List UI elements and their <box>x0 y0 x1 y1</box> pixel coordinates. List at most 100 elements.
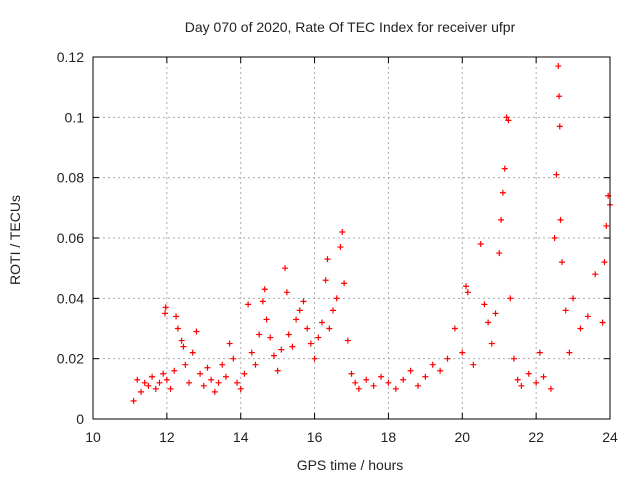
data-point <box>378 373 385 380</box>
grid <box>93 57 610 419</box>
data-point <box>267 334 274 341</box>
data-point <box>558 259 565 266</box>
data-point <box>197 370 204 377</box>
data-point <box>496 250 503 257</box>
data-point <box>174 325 181 332</box>
data-point <box>464 289 471 296</box>
data-point <box>339 228 346 235</box>
data-point <box>385 379 392 386</box>
x-tick-label: 16 <box>307 429 323 445</box>
data-point <box>337 244 344 251</box>
data-point <box>237 385 244 392</box>
data-point <box>167 385 174 392</box>
data-point <box>407 367 414 374</box>
y-axis-label: ROTI / TECUs <box>7 195 23 285</box>
data-point <box>570 295 577 302</box>
data-point <box>492 310 499 317</box>
data-point <box>130 397 137 404</box>
data-point <box>248 349 255 356</box>
data-point <box>507 295 514 302</box>
data-point <box>510 355 517 362</box>
data-point <box>556 123 563 130</box>
data-point <box>283 289 290 296</box>
data-point <box>156 379 163 386</box>
data-point <box>481 301 488 308</box>
data-point <box>330 307 337 314</box>
data-point <box>318 319 325 326</box>
x-tick-label: 22 <box>528 429 544 445</box>
chart-title: Day 070 of 2020, Rate Of TEC Index for r… <box>185 19 516 35</box>
data-point <box>470 361 477 368</box>
data-point <box>162 304 169 311</box>
data-point <box>326 325 333 332</box>
data-point <box>355 385 362 392</box>
data-point <box>245 301 252 308</box>
data-point <box>162 310 169 317</box>
data-point <box>178 337 185 344</box>
y-tick-label: 0.12 <box>57 49 84 65</box>
data-point <box>341 280 348 287</box>
data-points <box>130 63 613 404</box>
data-point <box>219 361 226 368</box>
data-point <box>285 331 292 338</box>
data-point <box>533 379 540 386</box>
data-point <box>274 367 281 374</box>
data-point <box>429 361 436 368</box>
data-point <box>270 352 277 359</box>
data-point <box>551 235 558 241</box>
data-point <box>333 295 340 302</box>
data-point <box>145 382 152 389</box>
data-point <box>208 376 215 383</box>
data-point <box>189 349 196 356</box>
data-point <box>152 385 159 392</box>
y-tick-label: 0.08 <box>57 170 84 186</box>
data-point <box>459 349 466 356</box>
data-point <box>562 307 569 314</box>
data-point <box>263 316 270 323</box>
data-point <box>584 313 591 320</box>
data-point <box>324 256 331 263</box>
data-point <box>307 340 314 347</box>
data-point <box>259 298 266 305</box>
data-point <box>488 340 495 347</box>
data-point <box>363 376 370 383</box>
data-point <box>304 325 311 332</box>
data-point <box>603 222 610 229</box>
data-point <box>536 349 543 356</box>
data-point <box>566 349 573 356</box>
data-point <box>462 283 469 290</box>
x-tick-label: 20 <box>454 429 470 445</box>
data-point <box>485 319 492 326</box>
y-tick-label: 0.02 <box>57 351 84 367</box>
data-point <box>200 382 207 389</box>
data-point <box>540 373 547 380</box>
data-point <box>149 373 156 380</box>
data-point <box>256 331 263 338</box>
data-point <box>477 241 484 248</box>
plot-frame <box>92 56 611 420</box>
data-point <box>289 343 296 350</box>
data-point <box>226 340 233 347</box>
data-point <box>241 370 248 377</box>
data-point <box>141 379 148 386</box>
data-point <box>547 385 554 392</box>
data-point <box>451 325 458 332</box>
y-tick-label: 0 <box>76 411 84 427</box>
data-point <box>134 376 141 383</box>
x-tick-label: 14 <box>233 429 249 445</box>
data-point <box>400 376 407 383</box>
data-point <box>392 385 399 392</box>
data-point <box>211 388 218 395</box>
data-point <box>296 307 303 314</box>
data-point <box>498 216 505 223</box>
data-point <box>422 373 429 380</box>
data-point <box>344 337 351 344</box>
data-point <box>348 370 355 377</box>
data-point <box>505 117 512 124</box>
data-point <box>160 370 167 377</box>
data-point <box>204 364 211 371</box>
axis-ticks: 10 12 14 16 18 20 22 24 0 0.02 0.04 0.06 0.08 0.1 0.12 <box>57 49 618 445</box>
data-point <box>444 355 451 362</box>
data-point <box>180 343 187 350</box>
